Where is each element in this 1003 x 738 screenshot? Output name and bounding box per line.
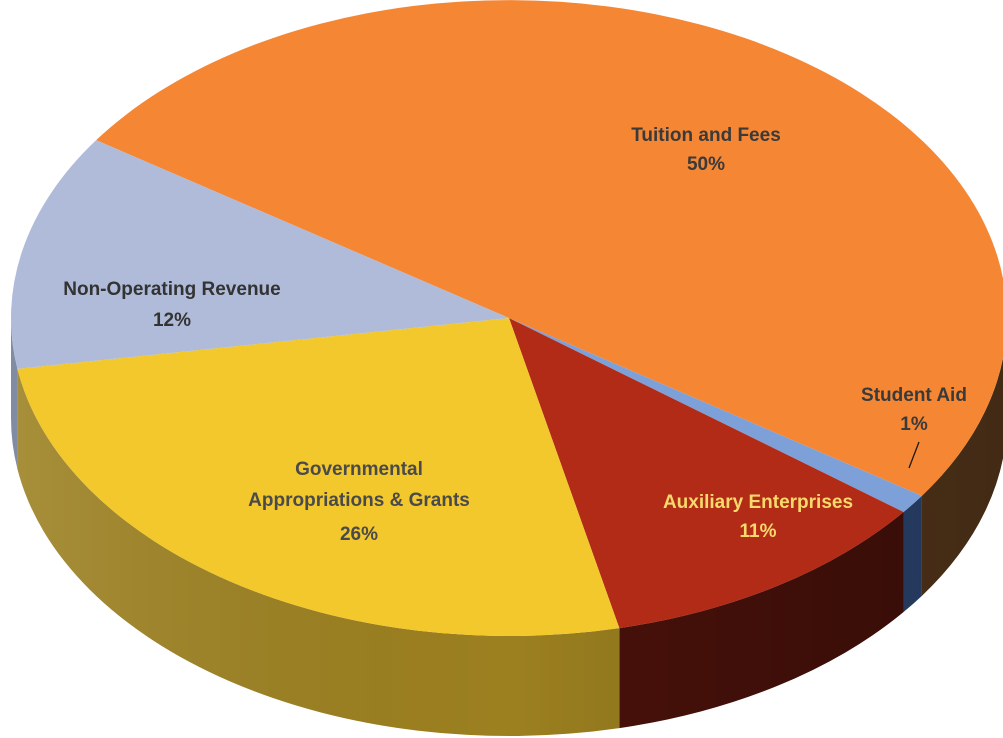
label-student-aid-name: Student Aid [861, 385, 967, 406]
pie-slice-non-operating-revenue [11, 140, 510, 369]
label-governmental-value: 26% [340, 524, 378, 545]
label-governmental-line1: Governmental [295, 459, 423, 480]
pie-side-walls [11, 318, 1003, 736]
label-tuition-value: 50% [687, 154, 725, 175]
label-tuition-name: Tuition and Fees [631, 125, 781, 146]
pie-labels: Tuition and Fees 50% Student Aid 1% Auxi… [63, 125, 967, 545]
student-aid-leader-line [908, 441, 920, 469]
label-auxiliary-value: 11% [740, 521, 777, 542]
pie-top-faces [11, 0, 1003, 636]
label-auxiliary-name: Auxiliary Enterprises [663, 492, 853, 513]
pie-slice-student-aid [509, 318, 922, 513]
pie-slice-tuition-and-fees [96, 0, 1003, 496]
label-student-aid-value: 1% [900, 414, 928, 435]
pie-slice-auxiliary-enterprises [509, 318, 904, 629]
label-non-operating-name: Non-Operating Revenue [63, 279, 280, 300]
pie-side-shading [11, 318, 1003, 736]
pie-slice-governmental-appropriations-and-grants [17, 318, 620, 636]
label-non-operating-value: 12% [153, 310, 191, 331]
label-governmental-line2: Appropriations & Grants [248, 490, 470, 511]
